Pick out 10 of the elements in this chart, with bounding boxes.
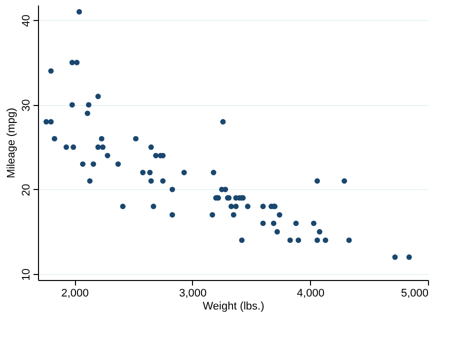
x-tick-label: 2,000	[61, 288, 89, 300]
x-tick-label: 4,000	[296, 288, 324, 300]
y-tick-label: 40	[20, 14, 32, 27]
y-tick-label: 20	[20, 184, 32, 196]
y-axis-title: Mileage (mpg)	[6, 108, 18, 178]
x-axis-title: Weight (lbs.)	[202, 300, 264, 312]
x-tick-label: 3,000	[179, 288, 207, 300]
y-tick-label: 10	[20, 268, 32, 281]
y-tick-label: 30	[20, 99, 32, 112]
x-tick-label: 5,000	[400, 288, 428, 300]
